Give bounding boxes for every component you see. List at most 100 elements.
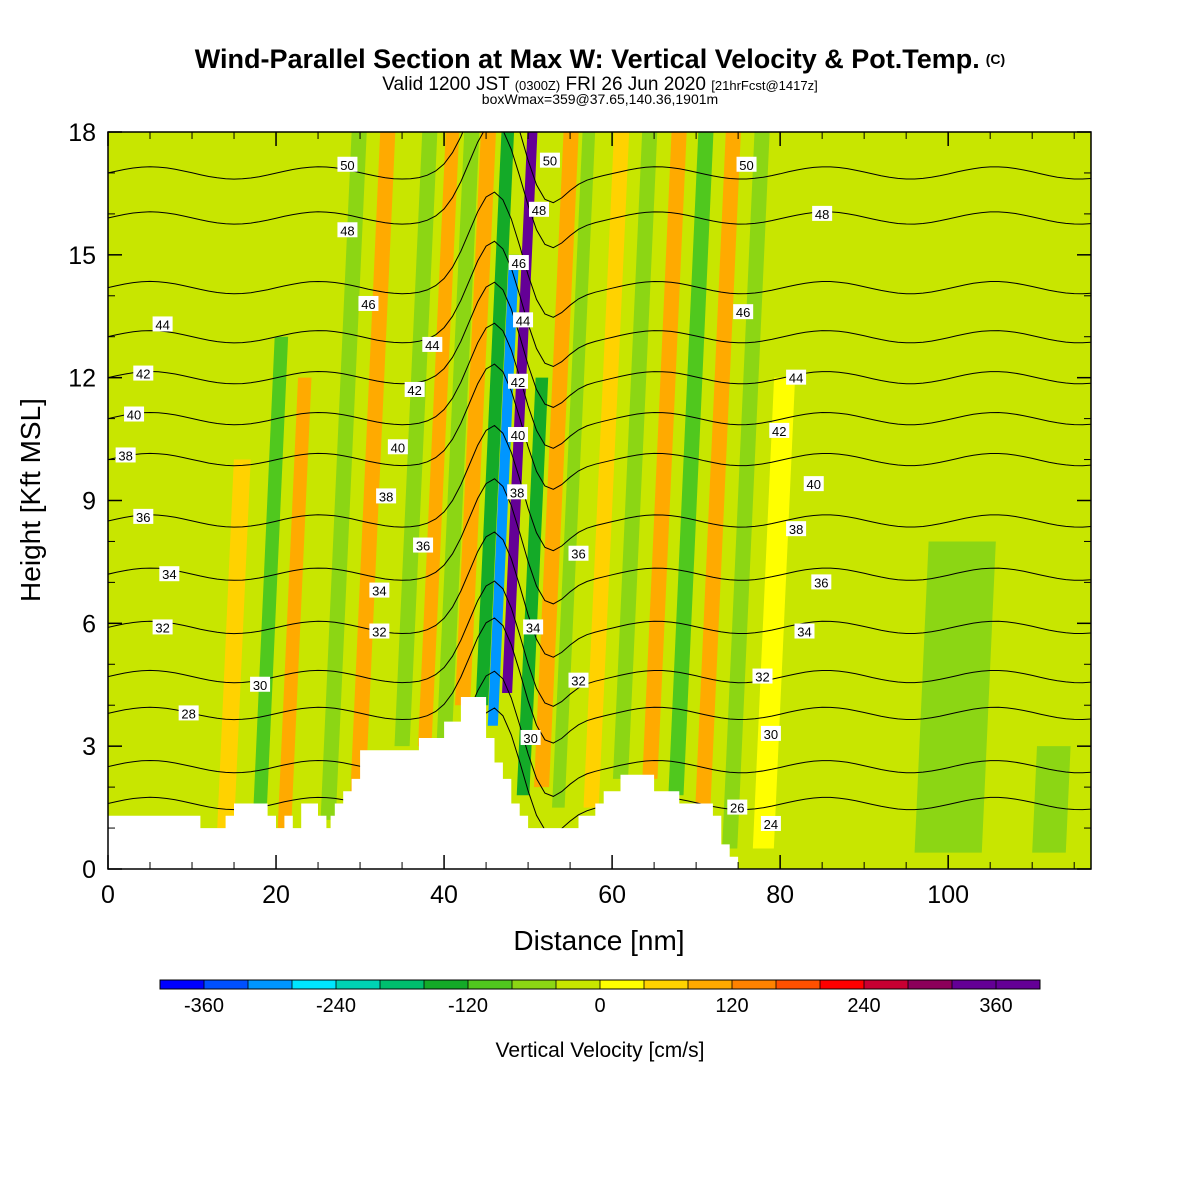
y-tick-label: 3 [82, 733, 96, 761]
contour-label-box [337, 222, 358, 238]
chart-subtitle-boxwmax: boxWmax=359@37.65,140.36,1901m [481, 91, 719, 107]
terrain-mask [108, 697, 739, 869]
contour-label: 44 [422, 336, 443, 353]
theta-contour-layer [108, 132, 1091, 834]
velocity-cell [722, 132, 770, 849]
contour-label-box [520, 729, 541, 745]
contour-label-text: 36 [416, 539, 430, 554]
theta-contour [108, 617, 1091, 744]
contour-label-box [152, 316, 173, 332]
contour-label: 24 [760, 815, 781, 832]
colorbar-tick-label: 0 [594, 995, 605, 1017]
x-tick-label: 80 [766, 881, 794, 909]
colorbar-swatch [468, 980, 513, 989]
contour-label-box [124, 406, 145, 422]
velocity-cell [552, 132, 596, 808]
theta-contour [108, 478, 1091, 605]
contour-label-box [529, 201, 550, 217]
velocity-cell [349, 132, 396, 820]
contour-label-box [369, 623, 390, 639]
colorbar-swatch [556, 980, 601, 989]
colorbar-swatch [336, 980, 381, 989]
contour-label-box [568, 545, 589, 561]
contour-label-box [508, 255, 529, 271]
contour-label: 40 [508, 426, 529, 443]
contour-label: 26 [727, 799, 748, 816]
contour-label-box [727, 799, 748, 815]
colorbar-swatch [820, 980, 865, 989]
contour-label-box [159, 566, 180, 582]
contour-label-box [508, 426, 529, 442]
contour-label-box [508, 373, 529, 389]
contour-label: 34 [523, 619, 544, 635]
contour-label: 48 [529, 201, 550, 218]
velocity-cell [418, 132, 460, 747]
chart-subtitle-valid: Valid 1200 JST (0300Z) FRI 26 Jun 2020 [… [0, 74, 1200, 96]
velocity-cell [436, 132, 480, 747]
contour-label-box [760, 815, 781, 831]
contour-label-text: 42 [772, 424, 786, 439]
contour-label-box [133, 508, 154, 524]
velocity-cell [140, 132, 191, 820]
y-tick-label: 0 [82, 856, 96, 884]
velocity-cell [826, 132, 885, 853]
contour-label: 50 [337, 156, 358, 173]
x-tick-label: 20 [262, 881, 290, 909]
forecast-info: [21hrFcst@1417z] [711, 78, 818, 93]
contour-label-box [523, 619, 544, 635]
contour-label: 38 [115, 447, 136, 463]
contour-label-text: 46 [512, 256, 526, 271]
contour-label: 30 [760, 725, 781, 742]
contour-label-text: 32 [571, 674, 585, 689]
contour-label: 38 [786, 521, 807, 537]
x-tick-label: 100 [927, 881, 969, 909]
contour-label: 32 [568, 672, 589, 689]
contour-label: 42 [133, 365, 154, 382]
contour-label-text: 42 [511, 375, 525, 390]
contour-label: 48 [337, 222, 358, 238]
contour-label-text: 50 [340, 158, 354, 173]
contour-label-box [369, 582, 390, 598]
colorbar-swatch [600, 980, 645, 989]
theta-contour [108, 531, 1091, 658]
contour-label: 50 [539, 152, 560, 169]
contour-label: 32 [752, 668, 773, 685]
contour-label-text: 40 [807, 477, 821, 492]
colorbar-swatch [380, 980, 425, 989]
x-axis: 0 20 40 60 80 100 [101, 132, 1075, 909]
contour-label-text: 44 [789, 371, 803, 386]
colorbar-swatch [160, 980, 205, 989]
contour-label-text: 40 [127, 408, 141, 423]
theta-contour [108, 322, 1091, 449]
contour-label: 36 [413, 537, 434, 554]
velocity-cell [487, 254, 520, 726]
contour-label-box [736, 156, 757, 172]
velocity-cell [320, 132, 367, 820]
velocity-cell [914, 541, 996, 853]
y-tick-label: 15 [68, 242, 96, 270]
contour-label: 50 [736, 156, 757, 173]
theta-contour [108, 580, 1091, 707]
x-tick-label: 40 [430, 881, 458, 909]
contour-label-text: 34 [162, 567, 176, 582]
velocity-cell [454, 132, 496, 706]
contour-label-text: 42 [407, 383, 421, 398]
velocity-cell [394, 132, 438, 747]
contour-label: 40 [387, 439, 408, 455]
contour-label-box [376, 488, 397, 504]
contour-label-text: 30 [764, 727, 778, 742]
contour-label-text: 24 [764, 817, 778, 832]
colorbar: -360 -240 -120 0 120 240 360 [159, 979, 1041, 1017]
contour-label-box [794, 623, 815, 639]
contour-label-box [387, 439, 408, 455]
velocity-cell [475, 132, 515, 706]
contour-label: 38 [376, 488, 397, 504]
contour-label: 38 [507, 484, 528, 500]
contour-label-box [358, 295, 379, 311]
contour-label-layer: 50 48 46 44 42 40 38 36 34 32 30 28 44 42 40 38 36 34 32 50… [115, 152, 833, 832]
contour-label-text: 40 [391, 440, 405, 455]
contour-label-text: 32 [155, 620, 169, 635]
contour-label-box [568, 672, 589, 688]
contour-label-text: 36 [136, 510, 150, 525]
contour-label: 32 [369, 623, 390, 640]
